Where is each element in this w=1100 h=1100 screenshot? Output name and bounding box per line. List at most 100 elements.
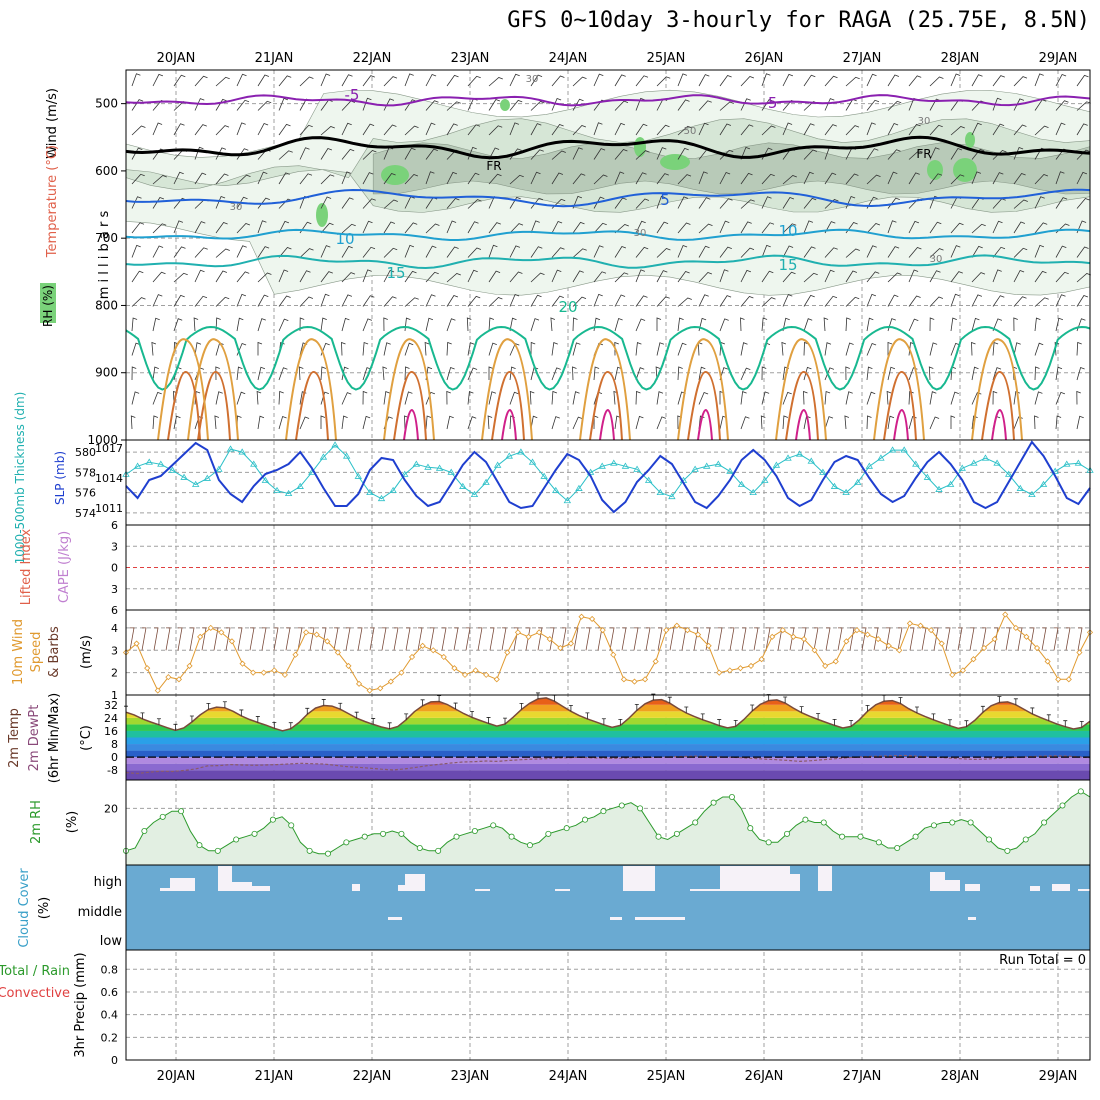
wind-barb	[677, 366, 683, 381]
thickness-point-54	[749, 488, 757, 496]
wind-barb	[908, 150, 923, 160]
mid-cloud-gap-1	[610, 917, 622, 920]
temp-minmax-bar	[371, 718, 376, 725]
wind-barb	[487, 415, 493, 430]
temp-minmax-bar	[222, 701, 227, 708]
wind-barb	[320, 148, 333, 160]
wind-barb	[866, 366, 873, 381]
temperature-contour-label-5: 15	[386, 264, 405, 282]
rh-legend-swatch	[40, 283, 56, 323]
cloud-gap-0	[160, 888, 170, 891]
wind-barb	[278, 415, 287, 430]
wind-barb	[425, 271, 439, 283]
wind-barb	[383, 296, 397, 307]
thickness-point-77	[1016, 484, 1025, 491]
wind10-barb	[489, 627, 495, 651]
wind10-point-7	[197, 633, 204, 640]
precip-panel: Run Total = 0	[126, 953, 1090, 1038]
wind-barb	[488, 317, 495, 332]
wind-barb	[572, 270, 584, 283]
wind-barb	[551, 75, 565, 87]
upper-air-panel: -5 -5 5 10 10 15 15 20 FR FR 30 50 30 30 30 30	[125, 73, 1091, 441]
wind-barb	[446, 273, 461, 283]
wind-barb	[320, 73, 331, 87]
temp-minmax-bar	[321, 699, 326, 706]
wind-barb	[1076, 246, 1089, 258]
wind10-barb	[525, 627, 531, 651]
cloud-gap-5	[398, 885, 405, 891]
thickness-point-45	[644, 476, 653, 483]
wind-barb	[509, 122, 520, 136]
thickness-point-64	[865, 462, 874, 469]
temp-minmax-bar	[272, 721, 277, 729]
wind-barb	[446, 318, 456, 332]
wind-barb	[131, 147, 143, 160]
wind-barb	[298, 366, 304, 381]
thickness-point-70	[935, 485, 943, 492]
date-label-top-2: 22JAN	[353, 51, 392, 66]
thickness-point-41	[598, 462, 606, 469]
wind-barb	[614, 224, 629, 234]
wind-barb	[1076, 273, 1091, 283]
wind-barb	[446, 390, 451, 405]
temp-minmax-bar	[980, 705, 985, 713]
wind-barb	[929, 221, 942, 234]
wind10-point-31	[451, 665, 458, 672]
wind10-point-1	[133, 640, 140, 647]
wind10-point-48	[631, 678, 638, 685]
temp-tick-4: 24	[104, 712, 118, 725]
rh2-point-86	[912, 833, 919, 840]
thickness-point-78	[1028, 490, 1036, 498]
wind-barb	[509, 73, 520, 87]
wind-barb	[824, 295, 838, 307]
freezing-label-1: FR	[916, 147, 931, 161]
wind-barb	[1076, 171, 1088, 185]
wind-barb	[425, 317, 434, 332]
wind-barb	[530, 171, 541, 185]
wind10-panel	[122, 611, 1094, 694]
wind-barb	[572, 195, 583, 209]
wind-barb	[467, 247, 482, 258]
wind-barb	[551, 172, 564, 185]
temp-minmax-bar	[898, 697, 903, 704]
wind-barb	[887, 100, 902, 111]
wind-barb	[572, 98, 584, 111]
wind-barb	[803, 294, 815, 307]
wind10-barb	[297, 627, 303, 651]
wind10-barb	[669, 627, 675, 651]
wind-barb	[760, 415, 766, 430]
wind-barb	[593, 271, 607, 283]
temp-minmax-bar	[239, 709, 244, 716]
wind-barb	[131, 99, 144, 111]
wind10-barb	[213, 627, 219, 651]
wind-barb	[971, 366, 979, 381]
wind-barb	[194, 146, 204, 160]
cloud-gap-11	[818, 866, 832, 891]
wind-barb	[382, 366, 388, 381]
thickness-point-71	[946, 480, 955, 487]
thickness-point-72	[958, 464, 966, 471]
wind-barb	[908, 390, 914, 405]
wind10-barb	[645, 627, 651, 651]
wind-barb	[572, 76, 587, 87]
wind-barb	[131, 391, 140, 405]
temp-minmax-bar	[1030, 707, 1035, 714]
temp-band-3	[126, 750, 1090, 758]
wind10-point-63	[790, 633, 797, 640]
wind10-barb	[993, 627, 999, 651]
slp-tick-2: 1017	[95, 442, 123, 455]
rh2-panel	[123, 788, 1091, 865]
rh2-point-62	[692, 819, 699, 826]
wind-barb	[719, 75, 732, 87]
wind-barb	[698, 366, 706, 381]
wind10-barb	[141, 627, 147, 651]
rh2-point-66	[728, 794, 735, 801]
wind-barb	[362, 390, 368, 405]
wind-barb	[950, 293, 960, 307]
wind-barb	[908, 318, 919, 332]
cloud-gap-3	[232, 882, 252, 891]
wind-barb	[383, 270, 395, 283]
rh2-point-70	[765, 839, 772, 846]
wind-barb	[1076, 318, 1086, 332]
wind-barb	[572, 342, 581, 356]
